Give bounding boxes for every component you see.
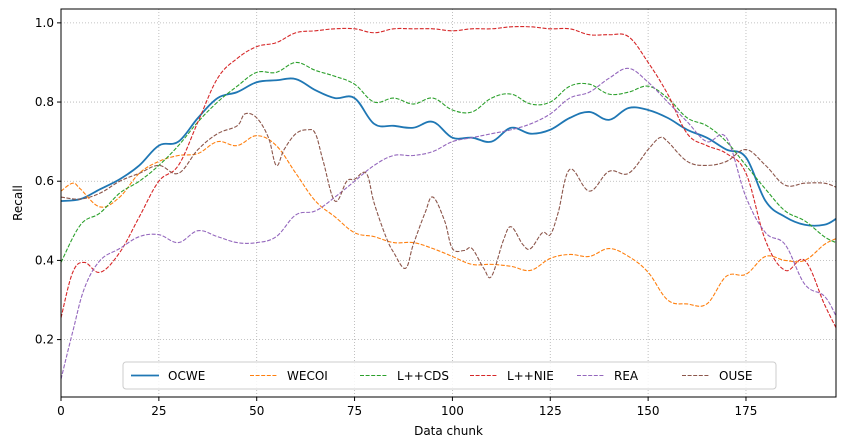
- series-line-l-nie: [61, 26, 836, 328]
- series-line-rea: [61, 67, 836, 380]
- y-axis-label: Recall: [11, 185, 25, 221]
- legend-label: L++NIE: [507, 369, 554, 383]
- y-tick-label: 0.4: [35, 253, 54, 267]
- plot-frame: [60, 8, 837, 398]
- x-tick-label: 100: [441, 404, 464, 418]
- grid: [60, 9, 836, 397]
- x-tick-label: 125: [539, 404, 562, 418]
- series-line-l-cds: [61, 61, 836, 263]
- y-tick-label: 1.0: [35, 16, 54, 30]
- x-tick-label: 0: [57, 404, 65, 418]
- legend-label: WECOI: [287, 369, 328, 383]
- legend-label: L++CDS: [397, 369, 449, 383]
- series-line-ouse: [61, 112, 836, 279]
- x-ticks: 0 25 50 75 100 125 150 175: [57, 397, 757, 418]
- legend-label: OCWE: [168, 369, 205, 383]
- x-tick-label: 50: [249, 404, 264, 418]
- series-layer: [61, 26, 836, 380]
- y-tick-label: 0.8: [35, 95, 54, 109]
- legend: OCWE WECOI L++CDS L++NIE REA OUSE: [122, 361, 777, 390]
- x-axis-label: Data chunk: [414, 424, 483, 438]
- legend-box: [122, 361, 777, 390]
- y-tick-label: 0.6: [35, 174, 54, 188]
- legend-label: OUSE: [719, 369, 752, 383]
- plot-background: [61, 9, 836, 397]
- x-tick-label: 175: [735, 404, 758, 418]
- series-line-ocwe: [61, 77, 836, 227]
- y-tick-label: 0.2: [35, 333, 54, 347]
- x-tick-label: 75: [347, 404, 362, 418]
- x-tick-label: 25: [151, 404, 166, 418]
- y-ticks: 0.2 0.4 0.6 0.8 1.0: [35, 16, 61, 347]
- legend-label: REA: [614, 369, 639, 383]
- series-line-wecoi: [61, 135, 836, 307]
- x-tick-label: 150: [637, 404, 660, 418]
